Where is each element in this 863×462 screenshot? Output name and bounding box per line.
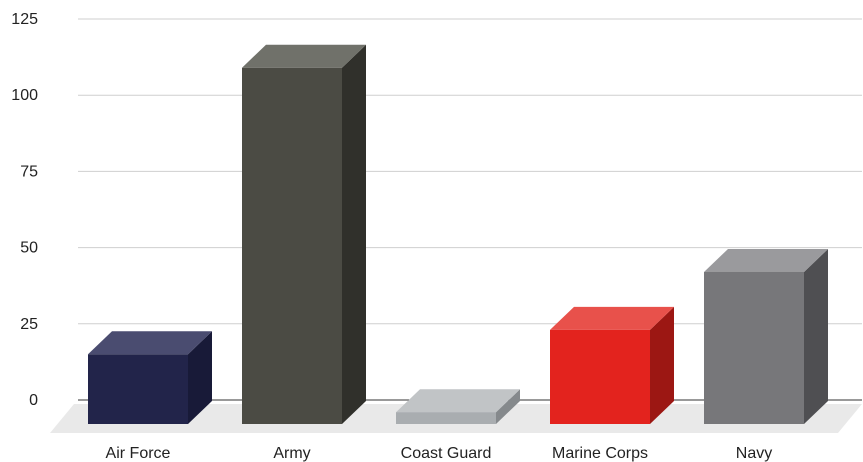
y-tick-label: 50: [20, 240, 38, 257]
y-tick-label: 100: [11, 87, 38, 104]
bar-top-face: [242, 44, 366, 68]
y-tick-label: 25: [20, 316, 38, 333]
bar-side-face: [496, 389, 520, 424]
bar-side-face: [804, 248, 828, 424]
bar-marine-corps: [550, 306, 674, 424]
bar-top-face: [704, 248, 828, 272]
x-tick-label: Coast Guard: [401, 445, 492, 462]
x-tick-label: Navy: [736, 445, 772, 462]
bar-side-face: [650, 306, 674, 424]
bar-top-face: [396, 389, 520, 413]
x-tick-label: Army: [273, 445, 310, 462]
x-tick-label: Air Force: [106, 445, 171, 462]
bar-front-face: [550, 329, 650, 424]
bar-side-face: [342, 44, 366, 424]
x-tick-label: Marine Corps: [552, 445, 648, 462]
x-axis-labels: Air Force Army Coast Guard Marine Corps Navy: [106, 445, 773, 462]
y-tick-label: 125: [11, 11, 38, 28]
y-tick-label: 75: [20, 163, 38, 180]
bar-front-face: [242, 67, 342, 424]
bar-front-face: [88, 354, 188, 424]
bar-coast-guard: [396, 389, 520, 424]
bar-navy: [704, 248, 828, 424]
bar-front-face: [704, 271, 804, 424]
bar-side-face: [188, 331, 212, 424]
y-axis-ticks: 0 25 50 75 100 125: [11, 11, 38, 409]
bar-army: [242, 44, 366, 424]
bar-air-force: [88, 331, 212, 424]
bars: [88, 44, 828, 424]
bar-front-face: [396, 412, 496, 424]
y-tick-label: 0: [29, 392, 38, 409]
bar-top-face: [88, 331, 212, 355]
bar-top-face: [550, 306, 674, 330]
